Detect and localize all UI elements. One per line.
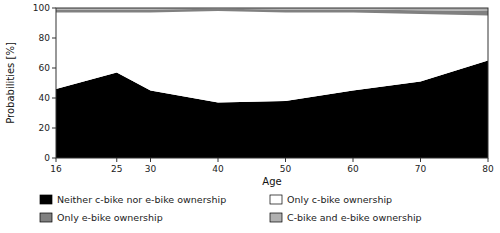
area-segment	[56, 9, 488, 16]
x-tick	[488, 158, 489, 162]
x-tick	[218, 158, 219, 162]
y-tick-label: 100	[33, 3, 50, 13]
legend-swatch	[270, 213, 282, 222]
y-tick-label: 40	[39, 93, 51, 103]
x-tick-label: 30	[145, 164, 157, 174]
legend-label: C-bike and e-bike ownership	[287, 212, 422, 223]
y-tick	[52, 158, 56, 159]
y-axis-label: Probabilities [%]	[5, 42, 16, 124]
y-tick	[52, 38, 56, 39]
legend-swatch	[40, 195, 52, 204]
x-tick-label: 60	[347, 164, 359, 174]
legend-swatch	[270, 195, 282, 204]
y-tick-label: 60	[39, 63, 51, 73]
y-tick-label: 80	[39, 33, 51, 43]
y-tick	[52, 68, 56, 69]
y-tick	[52, 8, 56, 9]
x-tick	[56, 158, 57, 162]
chart: 16 25 30 40 50 60 70 80 0 20 40 60 80 100 Age Probabili…	[0, 0, 500, 233]
x-tick	[420, 158, 421, 162]
x-tick-label: 50	[280, 164, 292, 174]
plot-background	[56, 8, 488, 158]
legend-label: Only e-bike ownership	[57, 212, 163, 223]
y-tick-label: 0	[44, 153, 50, 163]
x-tick-label: 70	[415, 164, 427, 174]
x-tick-label: 16	[50, 164, 62, 174]
x-tick-label: 25	[111, 164, 122, 174]
x-tick-label: 40	[212, 164, 224, 174]
x-tick	[116, 158, 117, 162]
y-tick-label: 20	[39, 123, 51, 133]
x-tick	[285, 158, 286, 162]
y-tick	[52, 98, 56, 99]
x-tick	[353, 158, 354, 162]
legend-label: Neither c-bike nor e-bike ownership	[57, 194, 226, 205]
legend: Neither c-bike nor e-bike ownership Only …	[40, 194, 422, 223]
legend-swatch	[40, 213, 52, 222]
legend-label: Only c-bike ownership	[287, 194, 392, 205]
plot-area	[56, 8, 488, 158]
plot-frame	[56, 8, 488, 158]
x-tick	[150, 158, 151, 162]
x-tick-label: 80	[482, 164, 494, 174]
x-axis-label: Age	[262, 176, 281, 187]
y-tick	[52, 128, 56, 129]
area-segment	[56, 11, 488, 103]
